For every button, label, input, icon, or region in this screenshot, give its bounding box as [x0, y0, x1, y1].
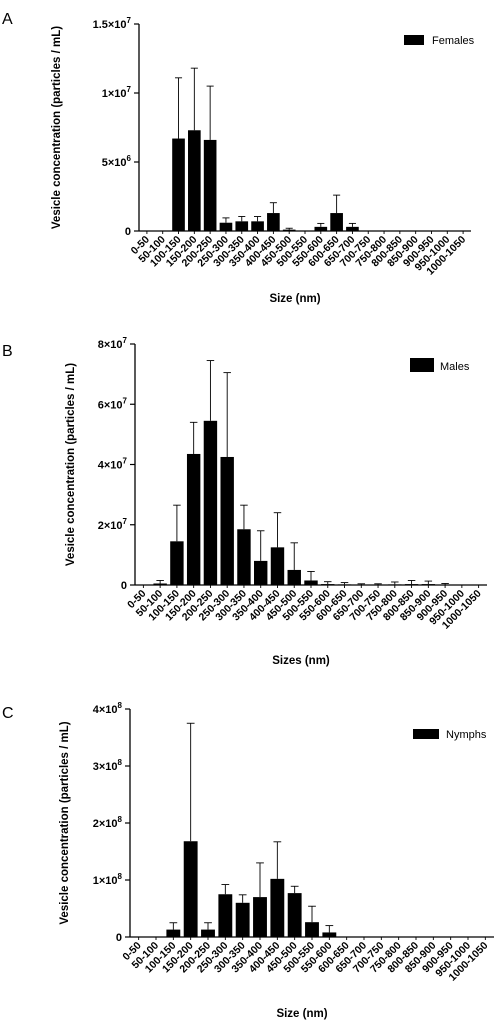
- bar-100-150: [166, 929, 181, 937]
- bar-350-400: [253, 897, 267, 937]
- y-tick-label: 4×108: [93, 701, 123, 716]
- y-tick-label: 3×108: [93, 758, 123, 773]
- bar-100-150: [172, 138, 185, 231]
- bar-450-500: [287, 569, 301, 585]
- bar-400-450: [267, 213, 280, 231]
- panel-letter: A: [2, 11, 13, 28]
- bar-450-500: [287, 893, 302, 937]
- bar-300-350: [235, 221, 249, 231]
- bar-550-600: [321, 584, 335, 585]
- legend-label: Females: [432, 35, 475, 47]
- bar-500-550: [305, 922, 319, 937]
- bar-50-100: [153, 583, 167, 585]
- bar-250-300: [219, 222, 233, 231]
- legend-swatch: [413, 729, 439, 739]
- bar-200-250: [203, 139, 217, 231]
- y-tick-label: 2×107: [98, 517, 128, 532]
- y-tick-label: 1×107: [102, 85, 132, 100]
- bar-200-250: [203, 420, 218, 585]
- y-tick-label: 4×107: [98, 457, 128, 472]
- x-axis-title: Size (nm): [276, 1008, 327, 1020]
- bar-300-350: [237, 529, 251, 585]
- x-axis-title: Sizes (nm): [272, 655, 330, 667]
- y-tick-label: 6×107: [98, 396, 128, 411]
- bar-800-850: [404, 584, 419, 585]
- bar-600-650: [337, 584, 352, 585]
- bar-300-350: [235, 902, 250, 937]
- y-tick-label: 0: [121, 580, 127, 592]
- bar-850-900: [421, 584, 436, 585]
- chart-panel-b: B02×1074×1076×1078×1070-5050-100100-1501…: [2, 336, 487, 667]
- legend-label: Nymphs: [446, 729, 487, 741]
- bar-100-150: [170, 541, 184, 585]
- y-tick-label: 0: [125, 226, 131, 238]
- bar-450-500: [282, 229, 296, 231]
- y-axis-title: Vesicle concentration (particles / mL): [59, 721, 71, 924]
- y-tick-label: 2×108: [93, 815, 123, 830]
- bar-250-300: [218, 894, 233, 937]
- legend-swatch: [404, 35, 424, 45]
- y-axis-title: Vesicle concentration (particles / mL): [65, 363, 77, 566]
- bar-150-200: [186, 453, 201, 585]
- bar-750-800: [388, 584, 402, 585]
- bar-350-400: [254, 560, 268, 585]
- chart-panel-a: A05×1061×1071.5×1070-5050-100100-150150-…: [2, 11, 475, 305]
- y-axis-title: Vesicle concentration (particles / mL): [51, 26, 63, 229]
- bar-400-450: [270, 547, 285, 585]
- bar-150-200: [188, 130, 201, 231]
- y-tick-label: 1×108: [93, 872, 123, 887]
- bar-550-600: [322, 932, 337, 937]
- y-tick-label: 1.5×107: [93, 16, 132, 31]
- x-axis-title: Size (nm): [269, 293, 320, 305]
- y-tick-label: 0: [116, 932, 122, 944]
- chart-panel-c: C01×1082×1083×1084×1080-5050-100100-1501…: [2, 701, 494, 1020]
- panel-letter: B: [2, 343, 13, 360]
- bar-350-400: [251, 221, 264, 231]
- bar-650-700: [346, 226, 359, 231]
- bar-550-600: [314, 226, 328, 231]
- bar-400-450: [270, 878, 285, 937]
- bar-150-200: [183, 841, 198, 937]
- bar-200-250: [201, 929, 215, 937]
- panel-letter: C: [2, 705, 14, 722]
- bar-250-300: [220, 456, 234, 585]
- y-tick-label: 8×107: [98, 336, 128, 351]
- legend-swatch: [410, 358, 434, 372]
- bar-600-650: [330, 213, 343, 231]
- bar-500-550: [304, 580, 318, 585]
- legend-label: Males: [440, 361, 470, 373]
- y-tick-label: 5×106: [102, 154, 132, 169]
